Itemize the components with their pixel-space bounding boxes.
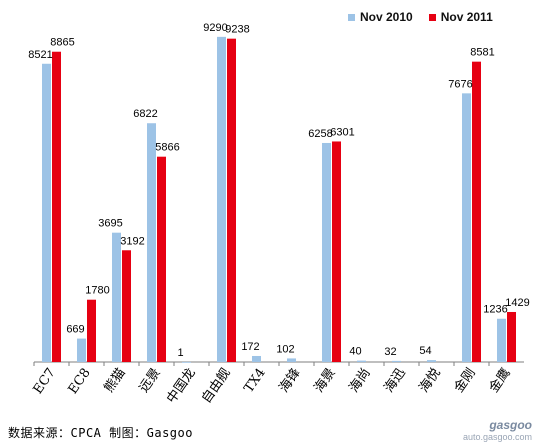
bar-nov-2010 [392, 360, 401, 362]
category-label: 熊猫 [101, 365, 129, 395]
data-label-nov-2010: 1 [177, 347, 183, 359]
bar-nov-2010 [322, 142, 331, 362]
data-label-nov-2011: 8865 [50, 37, 74, 49]
bar-nov-2010 [112, 232, 121, 362]
data-label-nov-2010: 6822 [133, 108, 157, 120]
legend-item-nov-2011: Nov 2011 [428, 10, 493, 24]
legend-item-nov-2010: Nov 2010 [348, 10, 413, 24]
legend: Nov 2010 Nov 2011 [348, 10, 493, 24]
bar-nov-2011 [122, 250, 131, 362]
category-label: 金鹰 [486, 365, 514, 395]
category-label: 远景 [137, 366, 164, 396]
data-label-nov-2011: 1429 [505, 297, 529, 309]
data-label-nov-2010: 3695 [98, 218, 122, 230]
bar-nov-2011 [507, 311, 516, 362]
category-label: 海迅 [382, 366, 409, 396]
bar-nov-2011 [87, 299, 96, 362]
bar-nov-2010 [462, 93, 471, 362]
data-label-nov-2010: 102 [276, 343, 294, 355]
data-label-nov-2011: 6301 [330, 126, 354, 138]
data-label-nov-2010: 32 [384, 346, 396, 358]
bar-nov-2010 [182, 361, 191, 363]
data-label-nov-2011: 8581 [470, 47, 494, 59]
watermark-logo: gasgoo [489, 418, 532, 432]
data-label-nov-2010: 669 [66, 324, 84, 336]
data-label-nov-2011: 5866 [155, 142, 179, 154]
legend-swatch-nov-2010 [348, 13, 355, 21]
bar-nov-2010 [42, 63, 51, 362]
source-note: 数据来源：CPCA 制图：Gasgoo [8, 426, 193, 440]
data-label-nov-2011: 1780 [85, 285, 109, 297]
bar-nov-2011 [332, 141, 341, 362]
category-label: TX4 [241, 366, 268, 396]
data-label-nov-2011: 3192 [120, 235, 144, 247]
bar-nov-2011 [227, 38, 236, 363]
bar-nov-2011 [52, 51, 61, 362]
bar-nov-2010 [357, 360, 366, 362]
bar-nov-2011 [157, 156, 166, 362]
data-label-nov-2010: 9290 [203, 22, 227, 34]
data-label-nov-2010: 1236 [483, 304, 507, 316]
data-label-nov-2010: 40 [349, 346, 361, 358]
legend-label-nov-2011: Nov 2011 [440, 10, 493, 24]
category-label: 中国龙 [164, 366, 199, 407]
category-label: EC8 [66, 366, 94, 397]
category-label: EC7 [31, 366, 59, 397]
category-label: 海尚 [347, 366, 374, 396]
watermark: gasgoo auto.gasgoo.com [463, 418, 532, 442]
bar-nov-2010 [77, 338, 86, 362]
data-label-nov-2010: 172 [241, 341, 259, 353]
bar-nov-2010 [252, 355, 261, 362]
bar-nov-2010 [217, 36, 226, 362]
legend-label-nov-2010: Nov 2010 [360, 10, 413, 24]
data-label-nov-2010: 8521 [28, 49, 52, 61]
bar-nov-2011 [472, 61, 481, 362]
bar-nov-2010 [147, 123, 156, 362]
category-label: 海悦 [417, 366, 444, 396]
bar-nov-2010 [497, 318, 506, 362]
data-label-nov-2010: 6258 [308, 128, 332, 140]
category-label: 自由舰 [199, 366, 234, 407]
category-label: 海锋 [277, 366, 304, 396]
category-label: 金刚 [451, 365, 479, 395]
legend-swatch-nov-2011 [428, 13, 436, 21]
data-label-nov-2010: 7676 [448, 78, 472, 90]
category-label: 海景 [312, 366, 339, 396]
bar-nov-2010 [287, 358, 296, 362]
data-label-nov-2011: 9238 [225, 24, 249, 36]
watermark-url: auto.gasgoo.com [462, 432, 532, 442]
data-label-nov-2010: 54 [419, 345, 431, 357]
bar-nov-2010 [427, 360, 436, 362]
